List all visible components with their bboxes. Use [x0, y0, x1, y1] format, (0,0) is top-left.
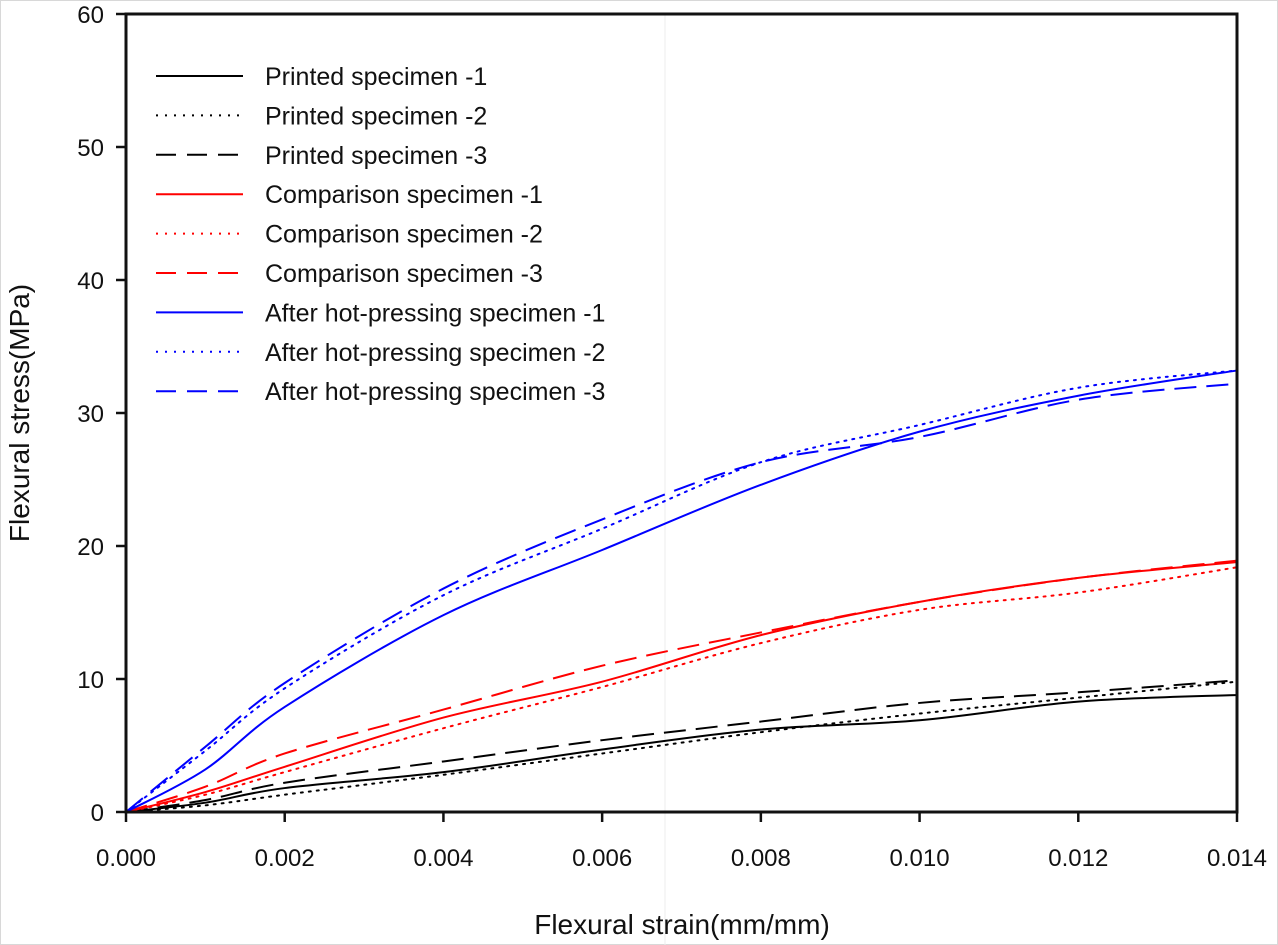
legend-label: After hot-pressing specimen -3 — [265, 378, 605, 406]
legend: Printed specimen -1 Printed specimen -2 Pr… — [156, 63, 605, 406]
series-line-1 — [125, 693, 1238, 813]
legend-label: Printed specimen -2 — [265, 102, 487, 130]
x-tick-label: 0.014 — [1207, 845, 1267, 872]
series-line-4 — [125, 560, 1238, 813]
legend-label: Printed specimen -1 — [265, 63, 487, 91]
legend-item: After hot-pressing specimen -2 — [156, 339, 605, 367]
series-line-3 — [125, 679, 1238, 813]
y-tick-label: 20 — [77, 534, 104, 561]
legend-item: Printed specimen -1 — [156, 63, 487, 91]
legend-item: Comparison specimen -1 — [156, 181, 543, 209]
legend-item: Printed specimen -2 — [156, 102, 487, 130]
y-tick-label: 60 — [77, 2, 104, 29]
series-line-7 — [125, 369, 1238, 813]
x-tick-label: 0.000 — [96, 845, 156, 872]
legend-label: After hot-pressing specimen -2 — [265, 339, 605, 367]
y-tick-label: 0 — [91, 800, 104, 827]
x-tick-label: 0.008 — [731, 845, 791, 872]
y-tick-label: 50 — [77, 135, 104, 162]
plot-curves — [125, 369, 1238, 813]
y-tick-label: 40 — [77, 268, 104, 295]
x-tick-label: 0.002 — [255, 845, 315, 872]
legend-label: Comparison specimen -3 — [265, 260, 543, 288]
y-axis-ticks: 0 10 20 30 40 50 60 — [77, 2, 126, 827]
legend-label: Printed specimen -3 — [265, 142, 487, 170]
x-tick-label: 0.010 — [890, 845, 950, 872]
series-line-9 — [125, 382, 1238, 813]
legend-item: Printed specimen -3 — [156, 142, 487, 170]
legend-item: Comparison specimen -3 — [156, 260, 543, 288]
series-line-5 — [125, 566, 1238, 813]
legend-item: After hot-pressing specimen -3 — [156, 378, 605, 406]
y-axis-title: Flexural stress(MPa) — [4, 284, 35, 542]
x-tick-label: 0.012 — [1048, 845, 1108, 872]
x-tick-label: 0.006 — [572, 845, 632, 872]
legend-label: After hot-pressing specimen -1 — [265, 299, 605, 327]
x-tick-label: 0.004 — [413, 845, 473, 872]
y-tick-label: 10 — [77, 667, 104, 694]
legend-item: Comparison specimen -2 — [156, 221, 543, 249]
legend-item: After hot-pressing specimen -1 — [156, 299, 605, 327]
plot-frame — [124, 12, 1239, 814]
series-line-8 — [125, 369, 1238, 813]
y-tick-label: 30 — [77, 401, 104, 428]
x-axis-title: Flexural strain(mm/mm) — [534, 909, 830, 940]
x-axis-ticks: 0.000 0.002 0.004 0.006 0.008 0.010 0.012 0.014 — [96, 812, 1267, 872]
legend-label: Comparison specimen -2 — [265, 221, 543, 249]
series-line-6 — [125, 559, 1238, 813]
legend-label: Comparison specimen -1 — [265, 181, 543, 209]
